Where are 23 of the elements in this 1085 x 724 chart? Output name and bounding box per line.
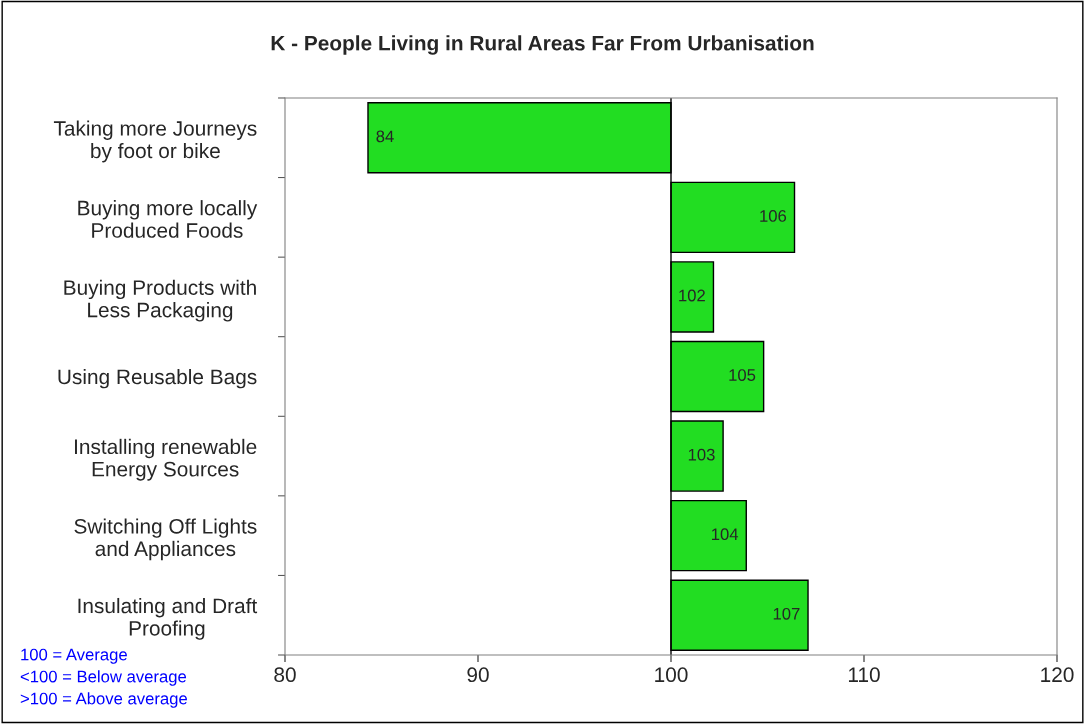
y-tick-label: Switching Off Lights and Appliances <box>74 518 257 561</box>
y-tick-label: Installing renewable Energy Sources <box>75 438 257 481</box>
data-label: 103 <box>688 448 715 461</box>
data-label: 104 <box>712 528 739 541</box>
x-tick-label: 110 <box>848 667 880 683</box>
x-tick-label: 100 <box>655 667 688 683</box>
chart-title: K - People Living in Rural Areas Far From Urbanisation <box>271 35 814 55</box>
data-label: 84 <box>376 130 394 143</box>
text: 100 = Average <box>21 648 127 664</box>
data-label: 106 <box>760 210 787 222</box>
y-tick-label: Buying Products with Less Packaging <box>64 279 256 322</box>
y-tick-label: Buying more locally Produced Foods <box>78 200 258 238</box>
x-tick-label: 120 <box>1041 667 1074 683</box>
y-tick-label: Insulating and Draft Proofing <box>78 597 258 640</box>
y-tick-label: Taking more Journeys by foot or bike <box>53 120 257 163</box>
x-tick-label: 90 <box>467 667 489 683</box>
text: >100 = Above average <box>20 692 187 708</box>
x-tick-label: 80 <box>274 667 296 683</box>
data-label: 107 <box>773 607 800 620</box>
data-label: 102 <box>679 289 705 302</box>
y-tick-label: Using Reusable Bags <box>58 368 257 389</box>
data-label: 105 <box>729 369 756 381</box>
text: <100 = Below average <box>20 670 187 686</box>
